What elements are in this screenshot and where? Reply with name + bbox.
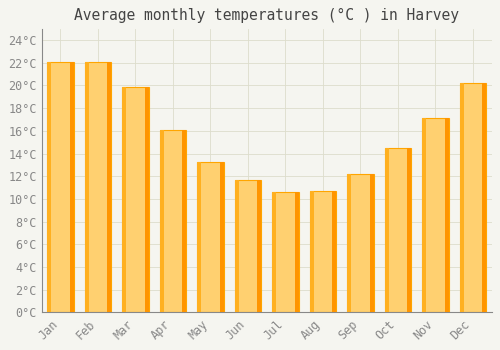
Bar bbox=[310, 191, 336, 313]
Bar bbox=[182, 130, 186, 313]
Bar bbox=[482, 83, 486, 313]
Bar bbox=[198, 161, 201, 313]
Bar bbox=[235, 180, 238, 313]
Bar bbox=[220, 161, 224, 313]
Bar bbox=[257, 180, 261, 313]
Bar bbox=[370, 174, 374, 313]
Bar bbox=[444, 118, 448, 313]
Bar bbox=[107, 62, 111, 313]
Bar bbox=[422, 118, 426, 313]
Bar bbox=[70, 62, 73, 313]
Bar bbox=[460, 83, 464, 313]
Bar bbox=[332, 191, 336, 313]
Bar bbox=[48, 62, 74, 313]
Bar bbox=[198, 161, 224, 313]
Title: Average monthly temperatures (°C ) in Harvey: Average monthly temperatures (°C ) in Ha… bbox=[74, 8, 459, 23]
Bar bbox=[385, 148, 411, 313]
Bar bbox=[122, 86, 148, 313]
Bar bbox=[160, 130, 186, 313]
Bar bbox=[272, 192, 276, 313]
Bar bbox=[48, 62, 52, 313]
Bar bbox=[235, 180, 261, 313]
Bar bbox=[422, 118, 448, 313]
Bar bbox=[85, 62, 89, 313]
Bar bbox=[348, 174, 351, 313]
Bar bbox=[122, 86, 126, 313]
Bar bbox=[348, 174, 374, 313]
Bar bbox=[407, 148, 411, 313]
Bar bbox=[310, 191, 314, 313]
Bar bbox=[144, 86, 148, 313]
Bar bbox=[272, 192, 298, 313]
Bar bbox=[85, 62, 111, 313]
Bar bbox=[385, 148, 388, 313]
Bar bbox=[160, 130, 164, 313]
Bar bbox=[294, 192, 298, 313]
Bar bbox=[460, 83, 486, 313]
